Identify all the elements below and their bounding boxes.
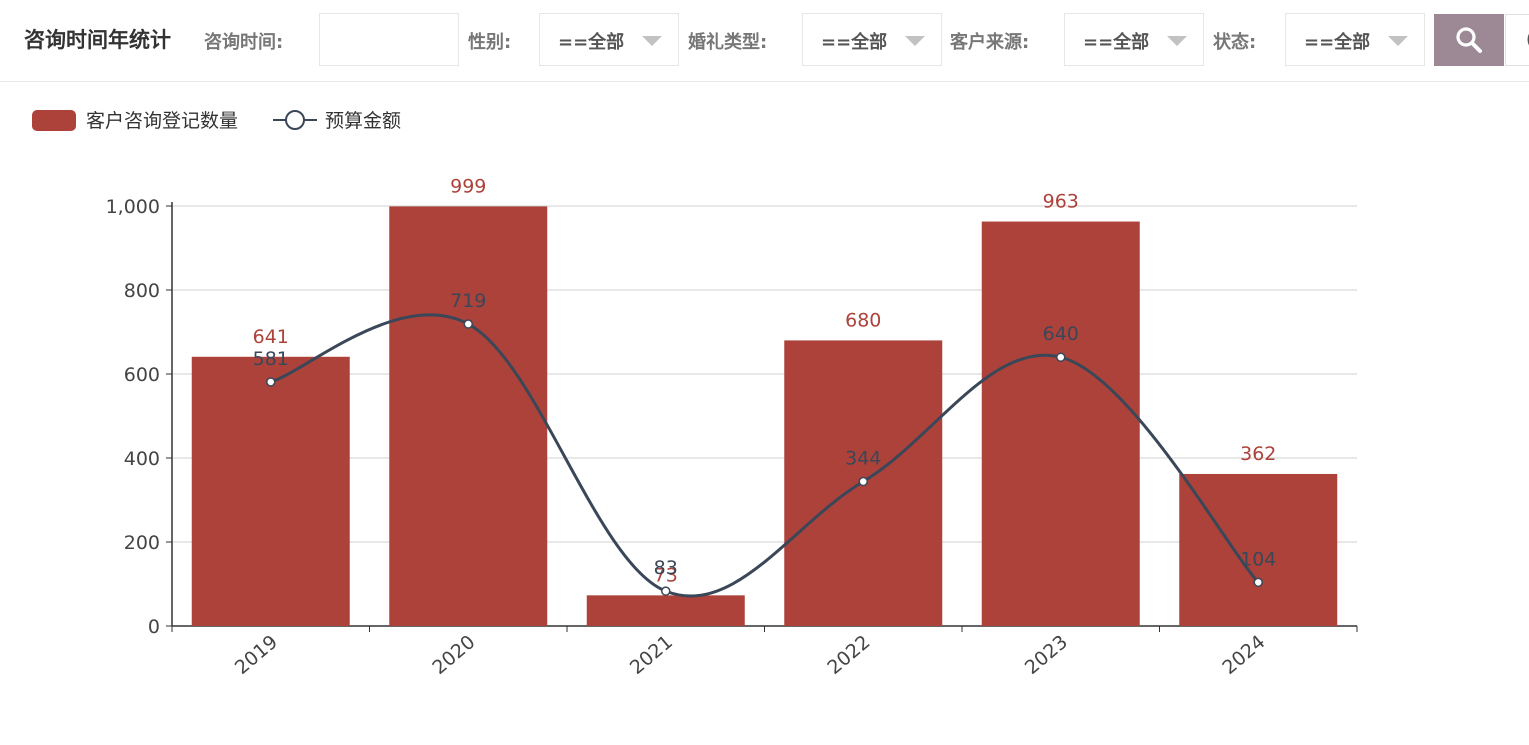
legend-bar-swatch [32, 110, 76, 131]
line-point [1253, 577, 1263, 588]
legend-label-budget: 预算金额 [325, 110, 402, 132]
consult-time-label: 咨询时间: [204, 32, 284, 53]
line-point [463, 319, 473, 329]
chevron-down-icon [1388, 36, 1408, 46]
x-tick-label: 2021 [626, 631, 677, 679]
gender-label: 性别: [468, 32, 512, 53]
status-select-value: ==全部 [1304, 32, 1371, 53]
chevron-down-icon [905, 36, 925, 46]
bar [191, 356, 350, 626]
line-value-label: 719 [450, 290, 486, 312]
budget-line [270, 313, 1260, 598]
bar-value-label: 641 [253, 326, 289, 348]
legend-line-swatch [273, 110, 317, 130]
chevron-down-icon [642, 36, 662, 46]
export-button[interactable]: ( [1505, 14, 1529, 66]
y-tick-label: 600 [124, 364, 160, 386]
line-value-label: 104 [1240, 548, 1276, 570]
gender-select-value: ==全部 [558, 32, 625, 53]
status-label: 状态: [1213, 32, 1257, 53]
y-tick-label: 400 [124, 448, 160, 470]
partial-button-glyph: ( [1526, 29, 1529, 50]
wedding-type-label: 婚礼类型: [688, 32, 768, 53]
x-tick-label: 2019 [231, 631, 282, 679]
status-select[interactable]: ==全部 [1285, 13, 1425, 66]
wedding-type-select[interactable]: ==全部 [802, 13, 942, 66]
line-point [858, 476, 868, 487]
x-tick-label: 2023 [1021, 631, 1072, 679]
consult-time-input[interactable] [319, 13, 459, 66]
bar [389, 206, 548, 627]
customer-source-select-value: ==全部 [1083, 32, 1150, 53]
y-tick-label: 1,000 [106, 196, 160, 218]
line-value-label: 640 [1043, 323, 1079, 345]
search-button[interactable] [1434, 14, 1504, 66]
line-value-label: 83 [654, 557, 678, 579]
line-value-label: 581 [253, 348, 289, 370]
chevron-down-icon [1167, 36, 1187, 46]
page-title: 咨询时间年统计 [24, 28, 171, 52]
search-icon [1456, 27, 1482, 53]
legend-label-consult-count: 客户咨询登记数量 [86, 110, 239, 132]
bar [981, 221, 1140, 626]
gender-select[interactable]: ==全部 [539, 13, 679, 66]
bar-value-label: 73 [654, 564, 678, 586]
bar [586, 595, 745, 626]
line-point [661, 586, 671, 596]
line-value-label: 344 [845, 448, 881, 470]
customer-source-select[interactable]: ==全部 [1064, 13, 1204, 66]
customer-source-label: 客户来源: [950, 32, 1030, 53]
wedding-type-select-value: ==全部 [821, 32, 888, 53]
bar [1179, 473, 1338, 626]
y-tick-label: 800 [124, 280, 160, 302]
filter-toolbar: 咨询时间年统计 咨询时间: 性别: ==全部 婚礼类型: ==全部 客户来源: … [0, 0, 1529, 82]
legend-item-budget[interactable]: 预算金额 [272, 104, 422, 134]
bar-value-label: 362 [1240, 443, 1276, 465]
bar-value-label: 963 [1043, 191, 1079, 213]
bar-value-label: 999 [450, 175, 486, 197]
x-tick-label: 2022 [823, 631, 874, 679]
x-tick-label: 2020 [428, 631, 479, 679]
line-point [1056, 352, 1066, 362]
legend-item-consult-count[interactable]: 客户咨询登记数量 [32, 104, 262, 134]
y-tick-label: 0 [148, 616, 160, 638]
line-point [266, 377, 276, 387]
bar-value-label: 680 [845, 309, 881, 331]
y-tick-label: 200 [124, 532, 160, 554]
bar-line-chart: 0 200 400 600 800 1,000 641 999 73 680 963 362 2019 2… [106, 175, 1358, 679]
x-tick-label: 2024 [1218, 631, 1269, 679]
